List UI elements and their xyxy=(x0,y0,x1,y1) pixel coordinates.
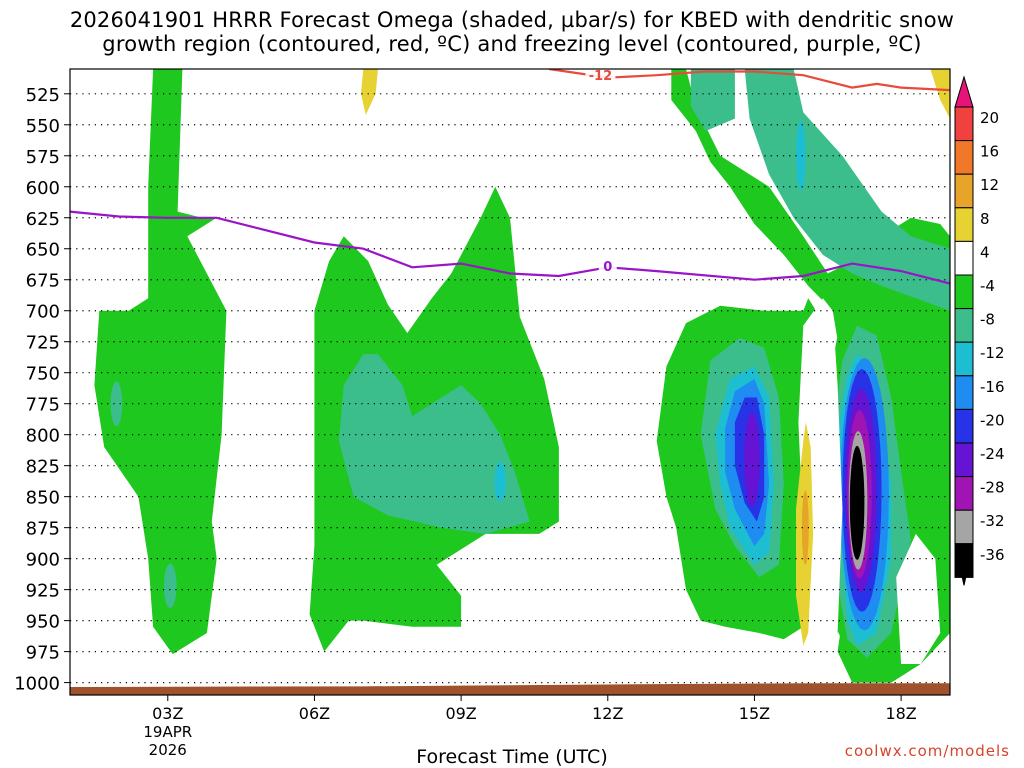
x-tick-label-15Z: 15Z xyxy=(739,704,770,723)
y-tick-label-750: 750 xyxy=(26,364,60,385)
dgz-contour-label-bg xyxy=(585,69,616,84)
colorbar-label-9: -20 xyxy=(980,411,1005,429)
colorbar-band-5 xyxy=(954,274,974,310)
colorbar-band-2 xyxy=(954,173,974,209)
plot-frame xyxy=(69,68,951,696)
colorbar-legend: 20 16 12 8 4 -4 -8 -12 -16 -20 -24 -28 -32 -36 xyxy=(954,75,1005,586)
x-tick-label-18Z: 18Z xyxy=(885,704,916,723)
colorbar-label-8: -16 xyxy=(980,378,1005,396)
y-tick-label-575: 575 xyxy=(26,147,60,168)
omega-region-0304z xyxy=(94,69,227,655)
colorbar-band-10 xyxy=(954,442,974,478)
colorbar-label-1: 16 xyxy=(980,143,999,161)
omega-positive-07z xyxy=(360,69,378,115)
freezing-level-label-bg xyxy=(598,258,617,275)
y-tick-label-950: 950 xyxy=(26,612,60,633)
y-tick-label-925: 925 xyxy=(26,581,60,602)
colorbar-band-0 xyxy=(954,106,974,142)
omega-region-0610z-core xyxy=(338,354,530,534)
colorbar-label-5: -4 xyxy=(980,277,995,295)
colorbar-band-6 xyxy=(954,308,974,343)
y-tick-label-900: 900 xyxy=(26,550,60,571)
y-tick-label-800: 800 xyxy=(26,426,60,447)
omega-shading xyxy=(94,69,950,683)
colorbar-top-arrow xyxy=(954,75,974,108)
y-tick-label-775: 775 xyxy=(26,395,60,416)
x-tick-label-06Z: 06Z xyxy=(299,704,330,723)
omega-region-02z-core xyxy=(110,381,123,426)
colorbar-label-12: -32 xyxy=(980,512,1005,530)
freezing-level-label: 0 xyxy=(603,260,612,275)
terrain xyxy=(70,683,950,695)
y-tick-label-550: 550 xyxy=(26,116,60,137)
colorbar-label-13: -36 xyxy=(980,546,1005,564)
dgz-contour-label: -12 xyxy=(589,69,613,84)
y-tick-label-525: 525 xyxy=(26,85,60,106)
x-tick-label-12Z: 12Z xyxy=(592,704,623,723)
y-tick-label-975: 975 xyxy=(26,643,60,664)
colorbar-label-10: -24 xyxy=(980,445,1005,463)
colorbar-band-12 xyxy=(954,509,974,545)
chart-title-line-2: growth region (contoured, red, ºC) and f… xyxy=(102,32,922,56)
y-tick-label-675: 675 xyxy=(26,271,60,292)
colorbar-band-9 xyxy=(954,408,974,444)
colorbar-label-2: 12 xyxy=(980,176,999,194)
y-tick-label-700: 700 xyxy=(26,302,60,323)
colorbar-label-11: -28 xyxy=(980,479,1005,497)
x-tick-label-03Z: 03Z xyxy=(152,704,183,723)
y-tick-label-875: 875 xyxy=(26,519,60,540)
omega-region-plume-teal xyxy=(744,69,950,311)
colorbar-label-3: 8 xyxy=(980,210,990,228)
colorbar-band-3 xyxy=(954,207,974,242)
omega-neutral-pocket xyxy=(896,533,941,664)
x-tick-date: 19APR xyxy=(143,723,192,741)
y-tick-label-1000: 1000 xyxy=(14,674,60,695)
omega-region-plume-top xyxy=(690,69,735,131)
omega-region-10z-core xyxy=(494,462,507,502)
colorbar-bottom-arrow xyxy=(954,543,974,586)
source-credit: coolwx.com/models xyxy=(844,742,1010,760)
chart-title: 2026041901 HRRR Forecast Omega (shaded, … xyxy=(0,8,1024,56)
omega-region-03z-core xyxy=(163,563,177,609)
colorbar-band-8 xyxy=(954,375,974,410)
omega-positive-16z-core xyxy=(801,490,809,565)
y-tick-label-850: 850 xyxy=(26,488,60,509)
y-axis: 525 550 575 600 625 650 675 700 725 750 775 800 825 8… xyxy=(14,85,70,695)
y-tick-label-625: 625 xyxy=(26,209,60,230)
omega-region-plume-cyan xyxy=(796,121,806,191)
omega-region-1316z-purple xyxy=(744,412,760,507)
colorbar-band-4 xyxy=(954,240,974,276)
colorbar-label-7: -12 xyxy=(980,344,1005,362)
colorbar-band-11 xyxy=(954,476,974,511)
colorbar-band-1 xyxy=(954,140,974,175)
y-tick-label-825: 825 xyxy=(26,457,60,478)
x-axis-title: Forecast Time (UTC) xyxy=(416,746,608,768)
freezing-level-line xyxy=(70,210,950,285)
omega-positive-19z xyxy=(930,69,950,119)
chart-title-line-1: 2026041901 HRRR Forecast Omega (shaded, … xyxy=(69,8,955,32)
colorbar-band-7 xyxy=(954,341,974,377)
y-tick-label-725: 725 xyxy=(26,333,60,354)
x-tick-label-09Z: 09Z xyxy=(445,704,476,723)
colorbar-label-0: 20 xyxy=(980,109,999,127)
y-tick-label-650: 650 xyxy=(26,240,60,261)
y-tick-label-600: 600 xyxy=(26,178,60,199)
colorbar-label-6: -8 xyxy=(980,311,995,329)
x-tick-year: 2026 xyxy=(149,741,187,759)
omega-region-1718z-black xyxy=(849,445,865,560)
colorbar-label-4: 4 xyxy=(980,243,990,261)
